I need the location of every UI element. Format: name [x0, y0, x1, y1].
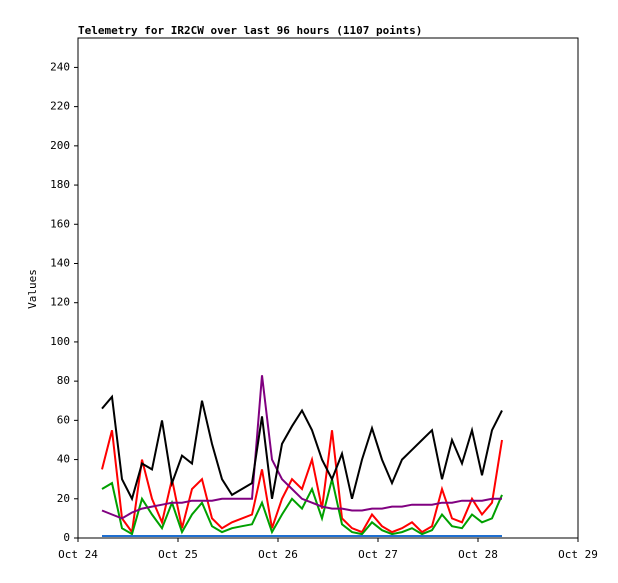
y-axis-label: Values: [26, 269, 39, 309]
series-line: [101, 394, 503, 502]
y-tick-label: 160: [50, 217, 70, 230]
y-tick-label: 20: [57, 492, 70, 505]
x-tick-label: Oct 27: [358, 548, 398, 561]
series-line: [101, 478, 503, 536]
y-tick-label: 40: [57, 453, 70, 466]
y-tick-label: 0: [63, 531, 70, 544]
x-tick-label: Oct 29: [558, 548, 598, 561]
y-tick-label: 220: [50, 100, 70, 113]
y-tick-label: 60: [57, 413, 70, 426]
y-tick-label: 140: [50, 256, 70, 269]
y-tick-label: 80: [57, 374, 70, 387]
plot-frame: [77, 37, 579, 539]
chart-title: Telemetry for IR2CW over last 96 hours (…: [78, 24, 422, 37]
y-tick-label: 100: [50, 335, 70, 348]
x-tick-label: Oct 25: [158, 548, 198, 561]
y-tick-label: 200: [50, 139, 70, 152]
series-line: [101, 429, 503, 535]
y-tick-label: 180: [50, 178, 70, 191]
x-tick-label: Oct 24: [58, 548, 98, 561]
y-tick-label: 240: [50, 60, 70, 73]
series-line: [101, 375, 502, 520]
x-tick-label: Oct 28: [458, 548, 498, 561]
y-tick-label: 120: [50, 296, 70, 309]
x-tick-label: Oct 26: [258, 548, 298, 561]
